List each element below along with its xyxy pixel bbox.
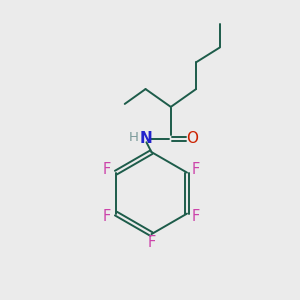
Text: O: O [187,131,199,146]
Text: F: F [103,209,111,224]
Text: H: H [129,131,139,144]
Text: N: N [140,131,153,146]
Text: F: F [192,162,200,177]
Text: F: F [192,209,200,224]
Text: F: F [103,162,111,177]
Text: F: F [147,235,156,250]
